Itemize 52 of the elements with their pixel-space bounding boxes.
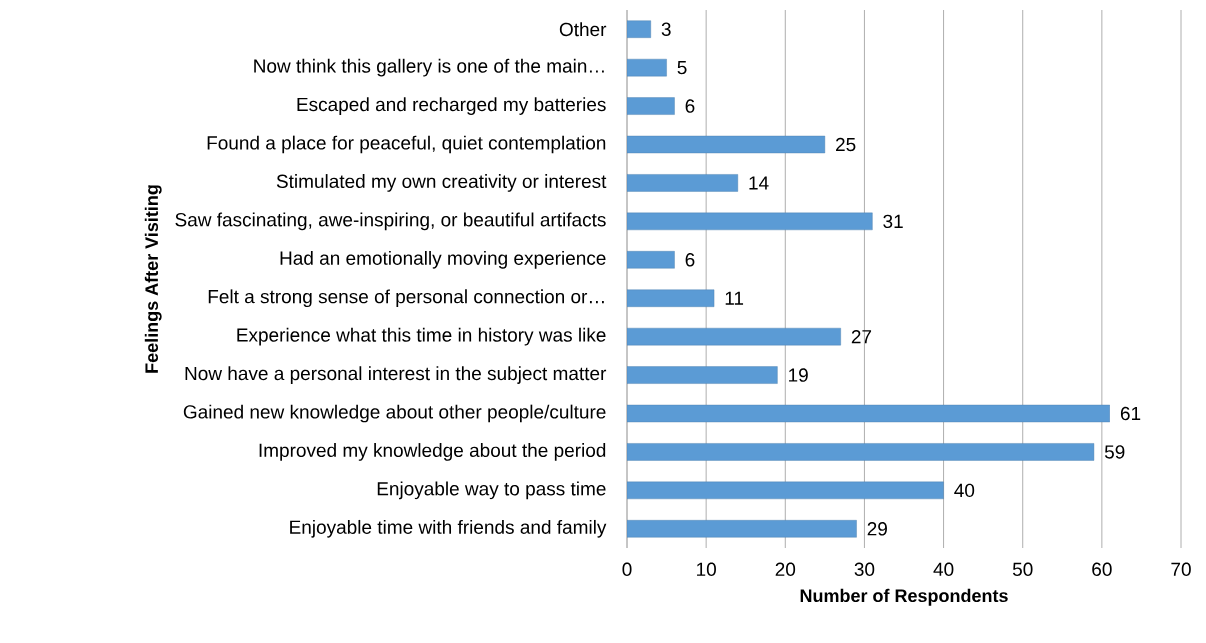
- data-label: 11: [725, 291, 744, 305]
- bar: [627, 58, 667, 77]
- data-label: 5: [677, 61, 687, 75]
- y-tick-label: Enjoyable way to pass time: [377, 481, 606, 500]
- data-label: 40: [954, 483, 975, 498]
- bar: [627, 327, 841, 346]
- y-tick-label: Gained new knowledge about other people/culture: [183, 404, 606, 423]
- y-tick-label: Felt a strong sense of personal connection or…: [208, 289, 604, 308]
- y-axis-title: Feelings After Visiting: [144, 185, 162, 373]
- data-label: 61: [1120, 406, 1141, 421]
- bar: [627, 481, 944, 500]
- y-tick-label: Enjoyable time with friends and family: [290, 519, 607, 538]
- y-tick-label: Now think this gallery is one of the main…: [254, 58, 604, 77]
- x-tick-label: 30: [854, 562, 875, 576]
- y-tick-label: Found a place for peaceful, quiet contemplation: [207, 135, 606, 154]
- x-tick-label: 70: [1171, 562, 1191, 576]
- bar: [627, 520, 857, 538]
- bar: [627, 212, 873, 231]
- data-label: 14: [749, 176, 769, 190]
- x-tick-label: 40: [933, 562, 954, 576]
- x-tick-label: 60: [1092, 562, 1112, 576]
- x-tick-label: 10: [697, 562, 716, 576]
- data-label: 31: [883, 214, 903, 229]
- data-label: 19: [789, 368, 808, 382]
- y-tick-label: Stimulated my own creativity or interest: [276, 174, 607, 192]
- x-tick-label: 20: [775, 562, 796, 576]
- data-label: 3: [661, 22, 671, 36]
- data-label: 25: [836, 137, 856, 152]
- y-tick-label: Saw fascinating, awe-inspiring, or beautiful artifacts: [175, 212, 606, 231]
- y-tick-label: Now have a personal interest in the subject matter: [185, 366, 607, 384]
- bar: [627, 20, 651, 38]
- y-tick-label: Had an emotionally moving experience: [280, 250, 606, 269]
- data-label: 6: [685, 253, 695, 267]
- bar: [627, 443, 1095, 461]
- data-label: 59: [1104, 445, 1125, 459]
- x-tick-label: 0: [622, 562, 632, 576]
- y-tick-label: Escaped and recharged my batteries: [297, 97, 606, 115]
- x-tick-label: 50: [1012, 562, 1033, 576]
- x-axis-title: Number of Respondents: [800, 588, 1008, 606]
- y-tick-label: Improved my knowledge about the period: [259, 443, 606, 461]
- y-tick-label: Other: [559, 22, 607, 37]
- bar: [627, 404, 1110, 423]
- data-label: 6: [685, 99, 695, 113]
- data-label: 29: [867, 522, 887, 536]
- bar: [627, 366, 778, 384]
- bar: [627, 289, 715, 307]
- bar: [627, 97, 675, 115]
- y-tick-label: Experience what this time in history was like: [237, 327, 606, 346]
- data-label: 27: [851, 330, 872, 344]
- bar: [627, 174, 738, 192]
- bar: [627, 135, 826, 154]
- bar: [627, 251, 675, 269]
